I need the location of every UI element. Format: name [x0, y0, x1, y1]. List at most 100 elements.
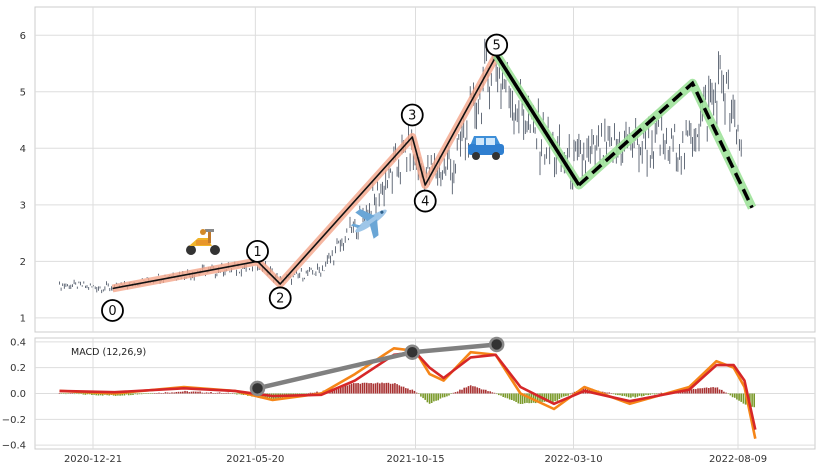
macd-histogram-bar [515, 393, 517, 402]
macd-histogram-bar [398, 385, 401, 394]
macd-histogram-bar [80, 393, 82, 394]
price-y-tick-label: 1 [20, 313, 26, 324]
macd-histogram-bar [508, 393, 511, 400]
price-y-tick-label: 5 [20, 87, 26, 98]
macd-histogram-bar [344, 385, 346, 394]
macd-histogram-bar [76, 393, 78, 394]
macd-histogram-bar [143, 393, 145, 394]
macd-histogram-bar [177, 391, 180, 394]
macd-histogram-bar [614, 393, 617, 395]
macd-histogram-bar [407, 388, 409, 394]
macd-histogram-bar [82, 393, 85, 395]
macd-histogram-bar [491, 392, 494, 394]
wave-label-circle [101, 299, 124, 322]
macd-histogram-bar [359, 383, 362, 394]
wave-label: 0 [108, 304, 116, 319]
macd-histogram-bar [556, 393, 559, 401]
macd-histogram-bar [413, 390, 416, 394]
macd-histogram-bar [149, 393, 152, 394]
macd-histogram-bar [140, 393, 143, 395]
macd-histogram-bar [430, 393, 433, 403]
macd-histogram-bar [456, 391, 459, 394]
macd-histogram-bar [221, 393, 223, 394]
candlesticks [59, 38, 742, 294]
wave-label-circle [400, 103, 424, 127]
macd-histogram-bar [636, 393, 639, 397]
macd-histogram-bar [697, 388, 699, 394]
price-y-tick-label: 3 [20, 200, 26, 211]
macd-histogram-bar [86, 393, 89, 395]
macd-y-tick-label: −0.4 [2, 441, 26, 452]
macd-histogram-bar [346, 385, 349, 394]
macd-histogram-bar [426, 393, 429, 403]
wave-line [112, 54, 498, 290]
macd-histogram-bar [560, 393, 563, 398]
macd-histogram-bar [469, 385, 472, 394]
price-panel: 1 2 3 4 5 6 0 1 2 3 4 5 [20, 6, 816, 333]
macd-histogram-bar [690, 389, 693, 394]
macd-histogram-bar [524, 393, 526, 404]
macd-histogram-bar [721, 389, 723, 394]
macd-histogram-bar [184, 390, 186, 394]
x-axis-ticks: 2020-12-21 2021-05-20 2021-10-15 2022-03-10… [64, 454, 767, 465]
macd-histogram-bar [703, 387, 706, 394]
macd-histogram-bar [612, 393, 615, 395]
macd-histogram-bar [171, 392, 173, 394]
macd-histogram-bar [385, 382, 388, 394]
macd-histogram-bar [571, 392, 574, 394]
macd-histogram-bar [606, 392, 608, 394]
macd-histogram-bar [731, 393, 734, 398]
macd-histogram-bar [355, 383, 357, 394]
macd-histogram-bar [736, 393, 738, 400]
macd-histogram-bar [396, 384, 398, 394]
macd-histogram-bar [647, 393, 649, 396]
macd-histogram-bar [740, 393, 742, 402]
macd-histogram-bar [132, 393, 134, 395]
macd-histogram-bar [212, 393, 214, 394]
macd-histogram-bar [753, 393, 755, 408]
macd-histogram-bar [164, 392, 167, 394]
macd-histogram-bar [467, 386, 470, 394]
macd-histogram-bar [151, 393, 154, 394]
x-tick-label: 2022-03-10 [544, 454, 602, 465]
macd-histogram-bar [411, 389, 414, 394]
macd-y-tick-label: 0.0 [10, 389, 26, 400]
macd-histogram-bar [474, 386, 476, 394]
macd-histogram-bar [188, 392, 191, 394]
macd-histogram-bar [727, 393, 730, 394]
macd-y-tick-label: −0.2 [2, 415, 26, 426]
macd-histogram-bar [357, 383, 359, 394]
macd-histogram-bar [625, 393, 628, 397]
price-y-ticks: 1 2 3 4 5 6 [20, 31, 26, 325]
macd-histogram-bar [476, 387, 478, 394]
macd-panel: 0.4 0.2 0.0 −0.2 −0.4 MACD (12,26,9) [2, 336, 816, 452]
macd-histogram-bar [547, 393, 550, 403]
macd-histogram-bar [405, 388, 407, 394]
macd-histogram-bar [136, 393, 139, 395]
macd-histogram-bar [658, 393, 660, 394]
macd-histogram-bar [435, 393, 437, 401]
macd-histogram-bar [649, 393, 652, 395]
macd-histogram-bar [186, 391, 188, 394]
macd-histogram-bar [567, 393, 569, 396]
macd-histogram-bar [519, 393, 522, 404]
macd-histogram-bar [539, 393, 541, 404]
macd-y-tick-label: 0.4 [10, 337, 26, 348]
macd-y-ticks: 0.4 0.2 0.0 −0.2 −0.4 [2, 337, 26, 451]
wave-label: 5 [493, 39, 501, 54]
macd-histogram-bar [60, 393, 63, 394]
macd-histogram-bar [472, 386, 474, 394]
macd-histogram-bar [99, 393, 102, 396]
macd-histogram-bar [156, 393, 158, 394]
macd-histogram-bar [93, 393, 95, 395]
macd-histogram-bar [231, 393, 234, 394]
x-tick-label: 2021-10-15 [386, 454, 444, 465]
macd-histogram-bar [463, 387, 465, 394]
macd-histogram-bar [742, 393, 745, 404]
wave-label-circle [485, 33, 509, 57]
macd-histogram-bar [480, 389, 483, 394]
macd-histogram-bar [504, 393, 507, 398]
macd-histogram-bar [710, 387, 712, 394]
macd-histogram-bar [134, 393, 136, 395]
macd-histogram-bar [660, 392, 662, 394]
